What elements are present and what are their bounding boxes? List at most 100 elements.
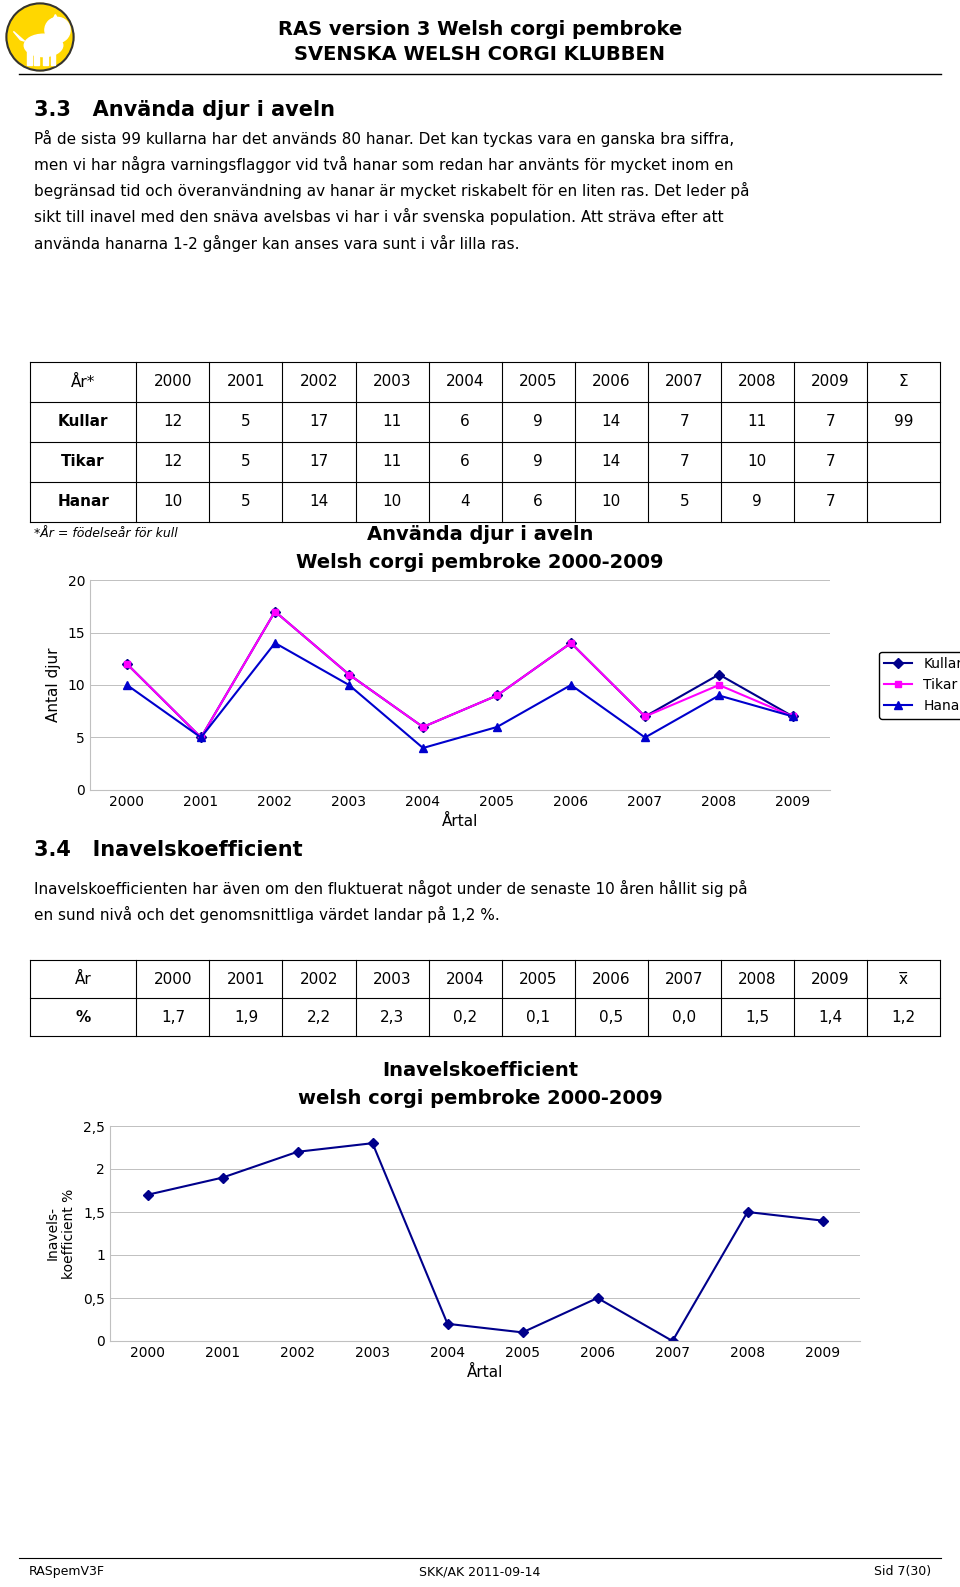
Text: Tikar: Tikar: [61, 454, 105, 470]
Text: 1,7: 1,7: [161, 1009, 185, 1025]
Text: 6: 6: [460, 414, 470, 430]
Kullar: [121, 654, 132, 673]
Text: 2007: 2007: [665, 971, 704, 987]
Text: 99: 99: [894, 414, 913, 430]
Tikar: [418, 717, 429, 736]
Tikar: [344, 665, 355, 684]
Text: 2006: 2006: [592, 375, 631, 389]
Text: 2001: 2001: [227, 375, 265, 389]
Circle shape: [7, 3, 74, 70]
Text: 2007: 2007: [665, 375, 704, 389]
Ellipse shape: [24, 35, 62, 57]
Hanar: [418, 738, 429, 757]
Line: Kullar: Kullar: [124, 608, 797, 741]
Text: 11: 11: [382, 454, 401, 470]
Text: 7: 7: [826, 454, 835, 470]
Text: Welsh corgi pembroke 2000-2009: Welsh corgi pembroke 2000-2009: [297, 552, 663, 571]
Kullar: [787, 706, 799, 725]
Text: 5: 5: [241, 454, 251, 470]
Text: 2003: 2003: [372, 375, 412, 389]
Text: 10: 10: [748, 454, 767, 470]
Text: 14: 14: [602, 414, 621, 430]
Text: Inavelskoefficient: Inavelskoefficient: [382, 1062, 578, 1081]
Text: 9: 9: [534, 454, 543, 470]
X-axis label: Årtal: Årtal: [467, 1365, 503, 1381]
Tikar: [639, 706, 651, 725]
Text: 2008: 2008: [738, 971, 777, 987]
Text: 5: 5: [241, 495, 251, 509]
Y-axis label: Antal djur: Antal djur: [45, 647, 60, 722]
Kullar: [195, 728, 206, 747]
Hanar: [565, 676, 577, 695]
Text: 2,2: 2,2: [307, 1009, 331, 1025]
Text: 2004: 2004: [445, 971, 485, 987]
Text: 10: 10: [163, 495, 182, 509]
Tikar: [787, 706, 799, 725]
Text: 0,1: 0,1: [526, 1009, 550, 1025]
Text: 4: 4: [460, 495, 470, 509]
Bar: [35, 49, 38, 65]
Text: x̅: x̅: [899, 971, 908, 987]
Bar: [28, 49, 32, 65]
Text: 3.4   Inavelskoefficient: 3.4 Inavelskoefficient: [34, 840, 302, 860]
Y-axis label: Inavels-
koefficient %: Inavels- koefficient %: [46, 1189, 76, 1279]
Text: 2004: 2004: [445, 375, 485, 389]
Text: SVENSKA WELSH CORGI KLUBBEN: SVENSKA WELSH CORGI KLUBBEN: [295, 44, 665, 63]
Text: SKK/AK 2011-09-14: SKK/AK 2011-09-14: [420, 1565, 540, 1579]
X-axis label: Årtal: Årtal: [442, 814, 478, 830]
Text: 5: 5: [241, 414, 251, 430]
Text: 2005: 2005: [519, 971, 558, 987]
Line: Tikar: Tikar: [124, 608, 797, 741]
Tikar: [565, 633, 577, 652]
Text: 0,2: 0,2: [453, 1009, 477, 1025]
Legend: Kullar, Tikar, Hanar: Kullar, Tikar, Hanar: [879, 652, 960, 719]
Tikar: [195, 728, 206, 747]
Text: 12: 12: [163, 414, 182, 430]
Kullar: [269, 601, 280, 621]
Text: 0,0: 0,0: [672, 1009, 696, 1025]
Text: 2001: 2001: [227, 971, 265, 987]
Text: 2006: 2006: [592, 971, 631, 987]
Hanar: [121, 676, 132, 695]
Kullar: [639, 706, 651, 725]
Bar: [51, 49, 55, 65]
Text: År: År: [75, 971, 91, 987]
Kullar: [713, 665, 725, 684]
Hanar: [344, 676, 355, 695]
Hanar: [787, 706, 799, 725]
Text: Kullar: Kullar: [58, 414, 108, 430]
Text: 10: 10: [382, 495, 401, 509]
Text: 7: 7: [680, 414, 689, 430]
Text: 2003: 2003: [372, 971, 412, 987]
Text: 1,5: 1,5: [745, 1009, 769, 1025]
Text: welsh corgi pembroke 2000-2009: welsh corgi pembroke 2000-2009: [298, 1089, 662, 1108]
Hanar: [195, 728, 206, 747]
Text: Hanar: Hanar: [58, 495, 109, 509]
Text: 2,3: 2,3: [380, 1009, 404, 1025]
Line: Hanar: Hanar: [123, 640, 797, 752]
Text: 9: 9: [534, 414, 543, 430]
Text: *År = födelseår för kull: *År = födelseår för kull: [34, 527, 178, 540]
Text: RASpemV3F: RASpemV3F: [29, 1565, 105, 1579]
Text: RAS version 3 Welsh corgi pembroke: RAS version 3 Welsh corgi pembroke: [277, 21, 683, 40]
Kullar: [418, 717, 429, 736]
Kullar: [565, 633, 577, 652]
Tikar: [269, 601, 280, 621]
Text: 2009: 2009: [811, 375, 850, 389]
Polygon shape: [13, 32, 25, 41]
Hanar: [269, 633, 280, 652]
Text: 7: 7: [680, 454, 689, 470]
Text: 12: 12: [163, 454, 182, 470]
Text: 6: 6: [534, 495, 543, 509]
Text: 11: 11: [748, 414, 767, 430]
Text: %: %: [76, 1009, 91, 1025]
Text: 5: 5: [680, 495, 689, 509]
Text: 3.3   Använda djur i aveln: 3.3 Använda djur i aveln: [34, 100, 335, 121]
Text: Σ: Σ: [899, 375, 908, 389]
Bar: [43, 49, 48, 65]
Text: 0,5: 0,5: [599, 1009, 623, 1025]
Hanar: [639, 728, 651, 747]
Tikar: [121, 654, 132, 673]
Text: 2002: 2002: [300, 971, 338, 987]
Text: 10: 10: [602, 495, 621, 509]
